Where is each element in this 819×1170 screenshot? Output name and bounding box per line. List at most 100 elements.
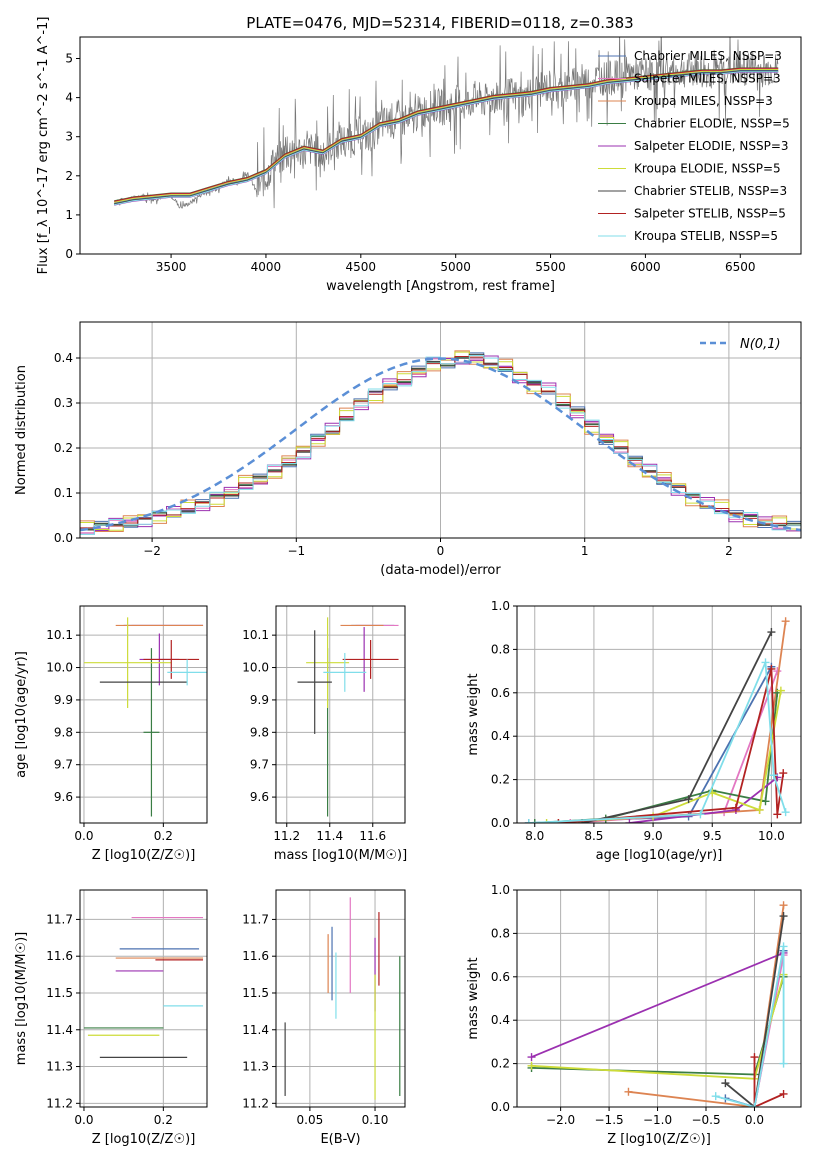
figure-title: PLATE=0476, MJD=52314, FIBERID=0118, z=0… [246, 14, 633, 32]
panel-age-vs-Z: 0.0 0.2 9.6 9.7 9.8 9.9 10.0 10.1 Z [log10(Z/Z☉)… [14, 605, 208, 863]
x-axis-label: Z [log10(Z/Z☉)] [92, 848, 196, 863]
legend-label: Kroupa MILES, NSSP=3 [634, 94, 773, 108]
y-tick-label: 11.7 [242, 912, 269, 926]
y-tick-label: 11.3 [242, 1060, 269, 1074]
series-marker [530, 819, 539, 823]
x-tick-label: 1 [581, 544, 589, 558]
error-bar-point [167, 659, 207, 686]
x-axis-label: Z [log10(Z/Z☉)] [607, 1132, 711, 1147]
series-marker [696, 810, 705, 819]
x-axis-label: E(B-V) [320, 1132, 360, 1147]
plot-area-mass-weight-vs-age [524, 617, 790, 823]
y-tick-label: 5 [65, 52, 73, 66]
x-tick-label: 5000 [440, 260, 471, 274]
x-tick-label: 6500 [725, 260, 756, 274]
series-line [581, 631, 773, 823]
x-tick-label: 11.4 [316, 829, 343, 843]
model-line [114, 67, 779, 202]
y-tick-label: 10.0 [242, 661, 269, 675]
y-tick-label: 11.4 [46, 1023, 73, 1037]
axis-frame [79, 605, 208, 824]
x-tick-label: 0.2 [154, 829, 173, 843]
series-marker [554, 819, 563, 823]
y-tick-label: 0.1 [54, 486, 73, 500]
series-marker [624, 1087, 633, 1096]
legend-label: Salpeter MILES, NSSP=3 [634, 72, 781, 86]
series-line [531, 952, 784, 1058]
legend-label: Salpeter ELODIE, NSSP=3 [634, 139, 789, 153]
y-tick-label: 1.0 [491, 883, 510, 897]
y-tick-label: 11.5 [242, 986, 269, 1000]
panel-mass-weight-vs-Z: −2.0 −1.5 −1.0 −0.5 0.0 0.0 0.2 0.4 0.6 0.8 1.0 Z [… [466, 883, 802, 1147]
x-tick-label: −1.0 [643, 1113, 672, 1127]
x-axis-label: wavelength [Angstrom, rest frame] [326, 279, 555, 294]
series-line [528, 666, 773, 823]
y-tick-label: 3 [65, 130, 73, 144]
grid-mass-weight-vs-age [517, 605, 801, 824]
x-tick-label: 11.2 [273, 829, 300, 843]
y-tick-label: 0.4 [54, 351, 73, 365]
series-marker [750, 1103, 759, 1107]
model-line [114, 69, 779, 203]
legend-label: Chabrier STELIB, NSSP=3 [634, 184, 787, 198]
y-tick-label: 0.8 [491, 926, 510, 940]
series-marker [776, 686, 785, 695]
y-tick-label: 11.6 [46, 949, 73, 963]
series-line [753, 1057, 784, 1107]
y-axis-label: mass weight [466, 957, 481, 1039]
plot-area-age-vs-Z [83, 617, 207, 817]
legend-spectrum: Chabrier MILES, NSSP=3 Salpeter MILES, NS… [598, 49, 790, 243]
series-marker [761, 797, 770, 806]
y-tick-label: 10.1 [46, 628, 73, 642]
y-tick-label: 9.6 [54, 790, 73, 804]
legend-label: Salpeter STELIB, NSSP=5 [634, 207, 786, 221]
x-tick-label: 0.2 [154, 1113, 173, 1127]
error-bar-point [297, 630, 332, 734]
error-bar-point [143, 648, 160, 817]
y-tick-label: 11.5 [46, 986, 73, 1000]
y-tick-label: 0.6 [491, 686, 510, 700]
axis-frame [79, 36, 802, 255]
x-axis-label: age [log10(age/yr)] [596, 848, 723, 863]
error-bar-point [342, 640, 399, 679]
plot-area-mass-vs-EBV [284, 897, 401, 1100]
x-tick-label: 5500 [535, 260, 566, 274]
y-tick-label: 0.2 [491, 1057, 510, 1071]
y-tick-label: 11.3 [46, 1060, 73, 1074]
series-marker [527, 1053, 536, 1062]
plot-area-spectrum [113, 37, 779, 209]
y-tick-label: 11.2 [242, 1096, 269, 1110]
axis-frame [79, 889, 208, 1108]
panel-residuals: −2 −1 0 1 2 0.0 0.1 0.2 0.3 0.4 (data-model)/error… [14, 321, 802, 578]
y-tick-label: 0.4 [491, 1013, 510, 1027]
y-tick-label: 9.8 [54, 725, 73, 739]
series-marker [527, 1061, 536, 1070]
series-marker [781, 808, 790, 817]
x-tick-label: −1.5 [595, 1113, 624, 1127]
x-tick-label: 0 [437, 544, 445, 558]
legend-label: Kroupa STELIB, NSSP=5 [634, 229, 778, 243]
y-tick-label: 1.0 [491, 599, 510, 613]
x-axis-label: (data-model)/error [380, 563, 501, 578]
y-tick-label: 10.1 [242, 628, 269, 642]
y-axis-label: mass weight [466, 673, 481, 755]
series-line [558, 621, 787, 823]
legend-label: Chabrier MILES, NSSP=3 [634, 49, 782, 63]
axis-frame [79, 321, 802, 539]
x-tick-label: 9.5 [703, 829, 722, 843]
x-tick-label: 9.0 [644, 829, 663, 843]
model-line [114, 69, 779, 204]
x-tick-label: 11.6 [359, 829, 386, 843]
x-tick-label: 8.5 [584, 829, 603, 843]
y-tick-label: 0 [65, 247, 73, 261]
y-tick-label: 9.9 [54, 693, 73, 707]
x-tick-label: 0.10 [362, 1113, 389, 1127]
axis-frame [275, 605, 406, 824]
x-axis-label: mass [log10(M/M☉)] [274, 848, 407, 863]
y-axis-label: age [log10(age/yr)] [14, 651, 29, 778]
panel-spectrum: 3500 4000 4500 5000 5500 6000 6500 0 1 2 3 4 5 wavele… [36, 17, 802, 294]
plot-area-residuals [80, 350, 801, 535]
x-axis-label: Z [log10(Z/Z☉)] [92, 1132, 196, 1147]
series-marker [542, 819, 551, 823]
